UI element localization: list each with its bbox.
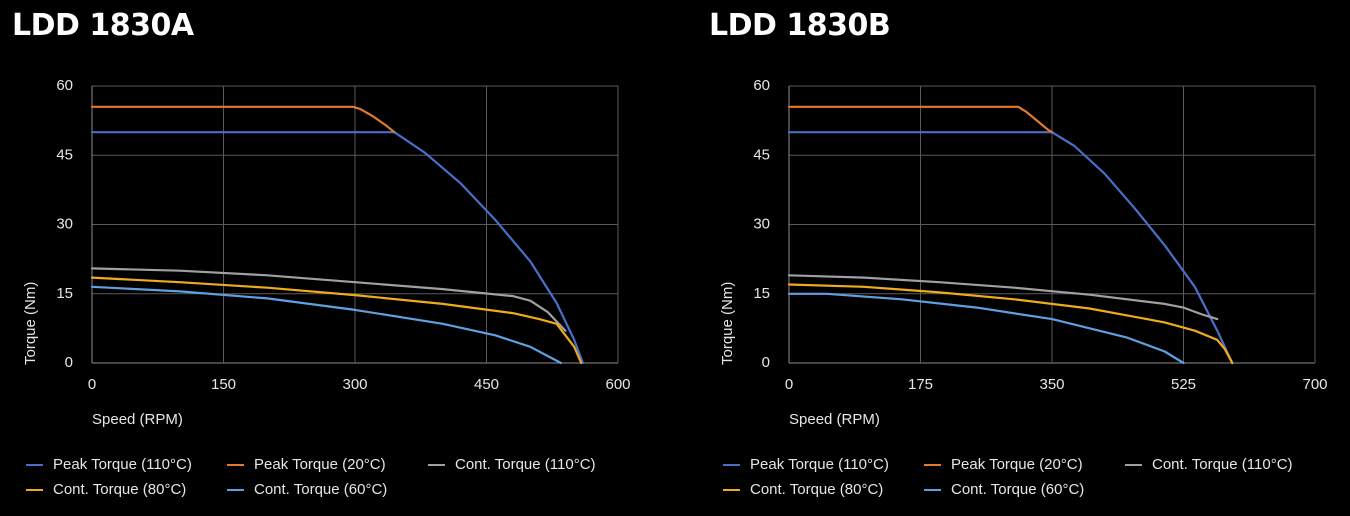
legend-item-cont-torque-80: Cont. Torque (80°C) <box>26 481 227 498</box>
legend-row: Peak Torque (110°C) Peak Torque (20°C) C… <box>26 452 666 477</box>
y-tick-label: 30 <box>56 216 73 233</box>
series-line-cont-torque-60-c <box>787 292 1185 365</box>
y-tick-label: 60 <box>56 77 73 94</box>
x-tick-label: 350 <box>1039 376 1064 393</box>
legend-label: Cont. Torque (80°C) <box>750 481 884 498</box>
x-tick-label: 150 <box>211 376 236 393</box>
x-tick-label: 175 <box>908 376 933 393</box>
legend-label: Cont. Torque (60°C) <box>254 481 388 498</box>
legend-swatch <box>26 463 43 466</box>
legend-item-cont-torque-60: Cont. Torque (60°C) <box>924 481 1125 498</box>
y-tick-label: 30 <box>753 216 770 233</box>
x-tick-label: 300 <box>342 376 367 393</box>
x-axis-title: Speed (RPM) <box>789 411 880 428</box>
legend-item-cont-torque-110: Cont. Torque (110°C) <box>428 456 629 473</box>
series-line-cont-torque-80-c <box>90 276 583 365</box>
x-tick-label: 0 <box>785 376 793 393</box>
y-tick-label: 15 <box>56 285 73 302</box>
chart-title: LDD 1830B <box>709 8 891 43</box>
legend-label: Cont. Torque (60°C) <box>951 481 1085 498</box>
chart-panel-ldd-1830a: LDD 1830A 0 15 30 45 60 0 150 300 450 600 Speed (R… <box>12 8 666 502</box>
series-line-peak-torque-110-c <box>787 131 1234 365</box>
legend-swatch <box>924 463 941 466</box>
series-line-peak-torque-20-c <box>787 105 1054 134</box>
legend-swatch <box>723 463 740 466</box>
legend-item-peak-torque-110: Peak Torque (110°C) <box>723 456 924 473</box>
legend-label: Peak Torque (110°C) <box>53 456 192 473</box>
legend-swatch <box>227 488 244 491</box>
legend-label: Peak Torque (20°C) <box>951 456 1083 473</box>
legend-row: Cont. Torque (80°C) Cont. Torque (60°C) <box>723 477 1350 502</box>
legend-label: Cont. Torque (110°C) <box>1152 456 1293 473</box>
legend-swatch <box>428 463 445 466</box>
legend-label: Cont. Torque (80°C) <box>53 481 187 498</box>
chart-title: LDD 1830A <box>12 8 194 43</box>
chart-legend: Peak Torque (110°C) Peak Torque (20°C) C… <box>723 452 1350 502</box>
legend-row: Cont. Torque (80°C) Cont. Torque (60°C) <box>26 477 666 502</box>
y-tick-label: 60 <box>753 77 770 94</box>
series-line-peak-torque-20-c <box>90 105 396 134</box>
x-tick-label: 450 <box>474 376 499 393</box>
x-tick-label: 600 <box>605 376 630 393</box>
x-axis-title: Speed (RPM) <box>92 411 183 428</box>
legend-item-cont-torque-80: Cont. Torque (80°C) <box>723 481 924 498</box>
y-tick-label: 45 <box>56 146 73 163</box>
series-line-cont-torque-110-c <box>787 274 1219 321</box>
torque-speed-chart: 0 15 30 45 60 0 175 350 525 700 Speed (RPM) Torque … <box>719 77 1328 428</box>
y-tick-label: 45 <box>753 146 770 163</box>
legend-label: Peak Torque (20°C) <box>254 456 386 473</box>
chart-panel-ldd-1830b: LDD 1830B 0 15 30 45 60 0 175 350 525 700 Speed (R… <box>697 0 1350 516</box>
legend-item-peak-torque-20: Peak Torque (20°C) <box>924 456 1125 473</box>
y-tick-label: 15 <box>753 285 770 302</box>
legend-swatch <box>227 463 244 466</box>
legend-swatch <box>1125 463 1142 466</box>
x-tick-label: 700 <box>1302 376 1327 393</box>
y-tick-label: 0 <box>762 354 770 371</box>
y-axis-title: Torque (Nm) <box>22 282 39 365</box>
legend-swatch <box>924 488 941 491</box>
legend-item-cont-torque-110: Cont. Torque (110°C) <box>1125 456 1326 473</box>
legend-label: Cont. Torque (110°C) <box>455 456 596 473</box>
legend-swatch <box>723 488 740 491</box>
series-line-peak-torque-110-c <box>90 131 585 365</box>
chart-legend: Peak Torque (110°C) Peak Torque (20°C) C… <box>26 452 666 502</box>
series-line-cont-torque-110-c <box>90 267 567 332</box>
y-tick-label: 0 <box>65 354 73 371</box>
legend-item-peak-torque-110: Peak Torque (110°C) <box>26 456 227 473</box>
legend-item-peak-torque-20: Peak Torque (20°C) <box>227 456 428 473</box>
x-tick-label: 0 <box>88 376 96 393</box>
legend-item-cont-torque-60: Cont. Torque (60°C) <box>227 481 428 498</box>
series-line-cont-torque-60-c <box>90 285 563 365</box>
series-line-cont-torque-80-c <box>787 283 1234 365</box>
y-axis-title: Torque (Nm) <box>719 282 736 365</box>
x-tick-label: 525 <box>1171 376 1196 393</box>
legend-row: Peak Torque (110°C) Peak Torque (20°C) C… <box>723 452 1350 477</box>
legend-label: Peak Torque (110°C) <box>750 456 889 473</box>
legend-swatch <box>26 488 43 491</box>
